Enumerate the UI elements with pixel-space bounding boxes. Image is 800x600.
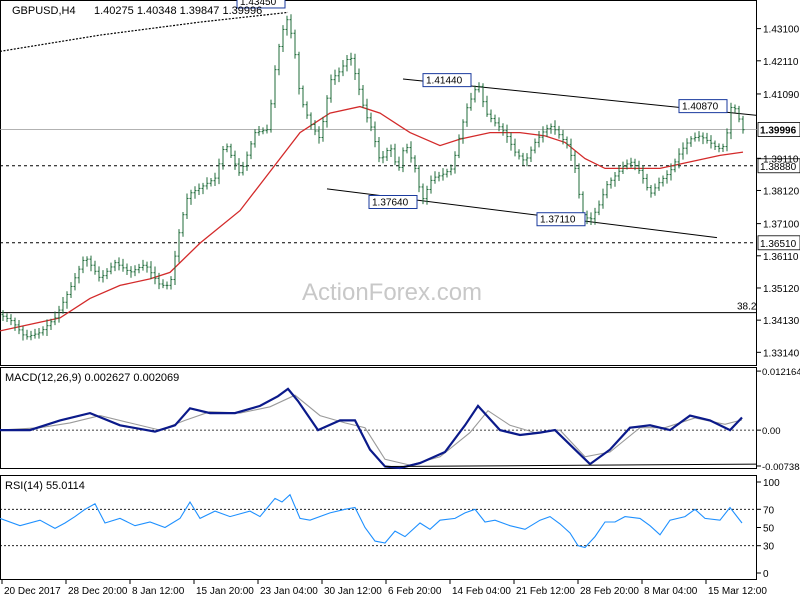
time-axis-label: 23 Jan 04:00: [260, 586, 318, 597]
level-label-box: [757, 235, 800, 251]
level-label-box: [757, 158, 800, 174]
rsi-axis-label: 50: [763, 524, 775, 535]
price-axis-label: 1.42110: [763, 57, 799, 68]
price-annotation-label: 1.43450: [240, 0, 277, 8]
watermark-text: ActionForex.com: [302, 279, 482, 306]
rsi-axis-label: 0: [763, 569, 769, 580]
macd-line: [0, 387, 743, 470]
macd-panel-frame: [0, 367, 757, 469]
price-symbol-label: GBPUSD,H4: [12, 5, 76, 17]
fibonacci-label: 38.2: [737, 302, 757, 313]
price-ohlc-label: 1.40275 1.40348 1.39847 1.39996: [94, 5, 262, 17]
time-axis-label: 15 Jan 20:00: [196, 586, 254, 597]
price-axis-label: 1.39110: [763, 154, 799, 165]
macd-label: MACD(12,26,9) 0.002627 0.002069: [5, 372, 179, 384]
price-axis-label: 1.36110: [763, 252, 799, 263]
macd-trendline: [384, 463, 758, 468]
time-axis-label: 8 Jan 12:00: [132, 586, 185, 597]
macd-axis-label: 0.012164: [762, 367, 800, 378]
time-axis-label: 6 Feb 20:00: [388, 586, 442, 597]
rsi-line: [0, 493, 743, 549]
time-axis-label: 8 Mar 04:00: [644, 586, 698, 597]
price-annotation-label: 1.37640: [372, 198, 409, 209]
macd-signal-line: [0, 394, 743, 466]
level-label: 1.36510: [760, 239, 797, 250]
price-annotation-label: 1.41440: [426, 76, 463, 87]
rsi-axis-label: 70: [763, 505, 775, 516]
time-axis-label: 30 Jan 12:00: [324, 586, 382, 597]
level-label: 1.38880: [760, 162, 797, 173]
current-price-label-box: [757, 122, 800, 137]
time-axis-label: 15 Mar 12:00: [708, 586, 767, 597]
macd-axis-label: -0.007384: [762, 462, 800, 473]
price-axis-label: 1.38120: [763, 186, 800, 197]
price-axis-label: 1.41090: [763, 90, 800, 101]
price-annotation-box: [678, 99, 728, 114]
price-annotation-label: 1.40870: [682, 102, 719, 113]
current-price-label: 1.39996: [760, 126, 797, 137]
time-axis-label: 14 Feb 04:00: [452, 586, 511, 597]
price-axis-label: 1.37100: [763, 220, 800, 231]
price-axis-label: 1.33140: [763, 348, 800, 359]
macd-axis-label: 0.00: [762, 426, 781, 437]
price-annotation-box: [536, 212, 586, 227]
time-axis-label: 28 Dec 20:00: [68, 586, 128, 597]
price-annotation-box: [368, 195, 418, 209]
price-annotation-box: [422, 73, 472, 88]
price-annotation-label: 1.37110: [540, 215, 576, 226]
red-moving-average: [0, 105, 744, 332]
rsi-axis-label: 100: [763, 478, 780, 489]
time-axis-label: 21 Feb 12:00: [516, 586, 575, 597]
price-panel-frame: [0, 0, 757, 366]
price-axis-label: 1.43100: [763, 25, 800, 36]
time-axis-label: 28 Feb 20:00: [580, 586, 639, 597]
time-axis-label: 20 Dec 2017: [4, 586, 61, 597]
price-axis-label: 1.34130: [763, 316, 800, 327]
price-annotation-box: [236, 0, 286, 9]
rsi-panel-frame: [0, 475, 757, 580]
price-axis-label: 1.35120: [763, 284, 800, 295]
rsi-label: RSI(14) 55.0114: [5, 480, 85, 492]
black-moving-average: [0, 11, 289, 52]
rsi-axis-label: 30: [763, 542, 775, 553]
